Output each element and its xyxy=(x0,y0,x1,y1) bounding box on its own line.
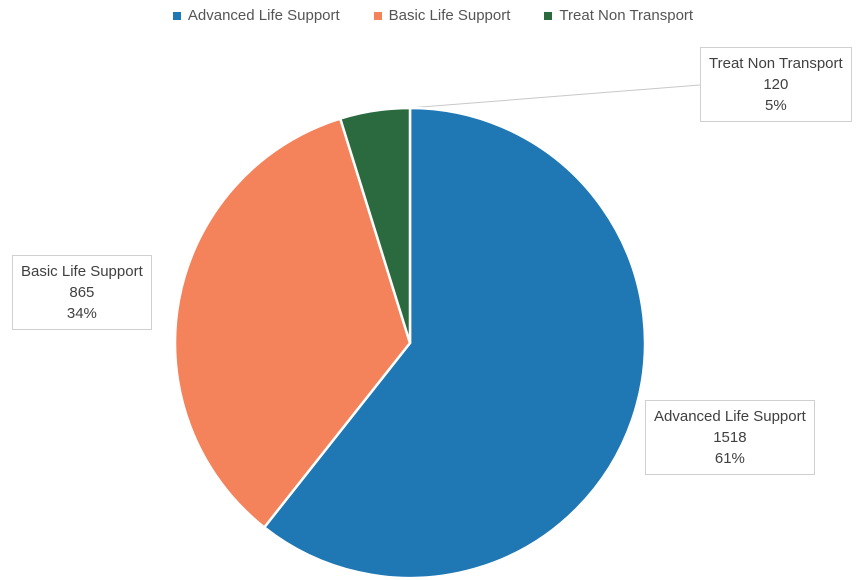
legend-swatch-advanced-life-support xyxy=(172,11,181,20)
legend-item-advanced-life-support[interactable]: Advanced Life Support xyxy=(172,7,340,24)
data-label-value: 120 xyxy=(763,76,789,93)
data-label-percent: 34% xyxy=(66,305,97,322)
pie-slice-treat-non-transport[interactable] xyxy=(338,106,412,344)
data-label-name: Advanced Life Support xyxy=(654,408,806,425)
data-label-name: Basic Life Support xyxy=(21,263,143,280)
legend-item-basic-life-support[interactable]: Basic Life Support xyxy=(373,7,511,24)
leader-lines xyxy=(374,84,701,112)
pie-slice-advanced-life-support[interactable] xyxy=(262,106,647,580)
data-label-advanced-life-support: Advanced Life Support 1518 61% xyxy=(645,400,815,475)
chart-legend: Advanced Life Support Basic Life Support… xyxy=(0,7,866,24)
data-label-treat-non-transport: Treat Non Transport 120 5% xyxy=(700,47,852,122)
pie-slice-basic-life-support[interactable] xyxy=(173,117,412,530)
legend-label-basic-life-support: Basic Life Support xyxy=(388,7,511,24)
data-label-basic-life-support: Basic Life Support 865 34% xyxy=(12,255,152,330)
data-label-name: Treat Non Transport xyxy=(709,55,843,72)
data-label-value: 865 xyxy=(69,284,95,301)
legend-label-treat-non-transport: Treat Non Transport xyxy=(559,7,694,24)
legend-label-advanced-life-support: Advanced Life Support xyxy=(187,7,340,24)
pie-slices xyxy=(173,106,647,580)
leader-line-treat-non-transport xyxy=(374,84,701,112)
data-label-percent: 5% xyxy=(764,97,787,114)
legend-swatch-treat-non-transport xyxy=(544,11,553,20)
legend-item-treat-non-transport[interactable]: Treat Non Transport xyxy=(544,7,693,24)
legend-swatch-basic-life-support xyxy=(373,11,382,20)
data-label-value: 1518 xyxy=(713,429,747,446)
data-label-percent: 61% xyxy=(714,450,745,467)
